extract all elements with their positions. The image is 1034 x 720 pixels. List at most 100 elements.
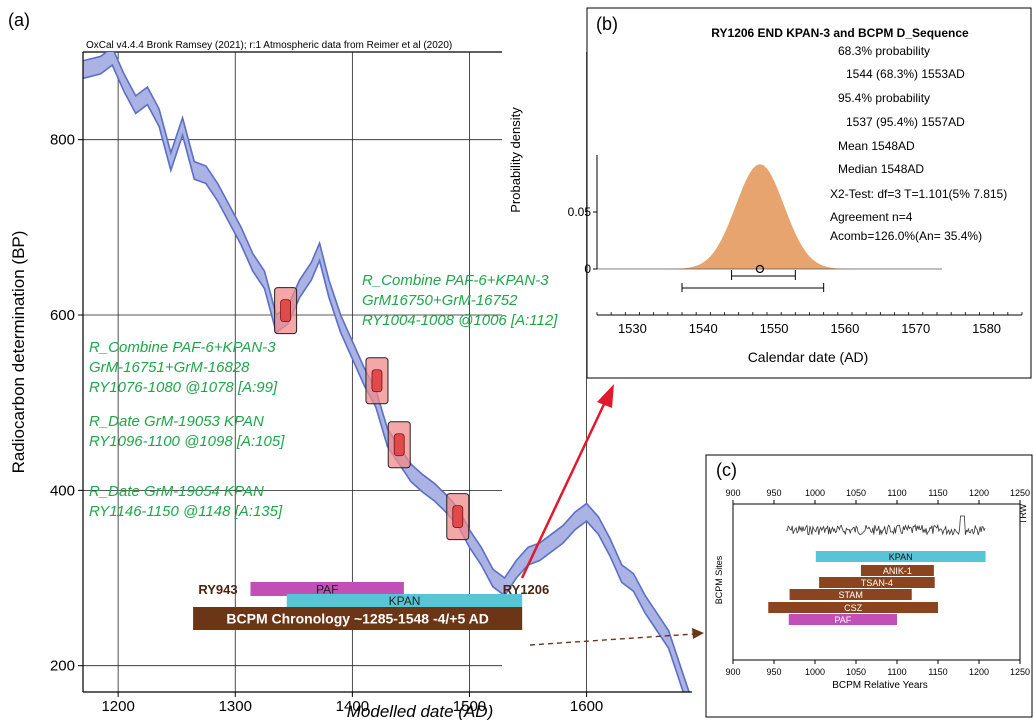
chronology-bar-label: KPAN bbox=[389, 594, 421, 608]
x-tick-label: 1400 bbox=[336, 698, 369, 715]
sample-core bbox=[280, 299, 292, 323]
stats-line: Median 1548AD bbox=[838, 162, 924, 176]
annotation-1: R_Combine PAF-6+KPAN-3 GrM16750+GrM-1675… bbox=[362, 272, 558, 329]
stats-line: Acomb=126.0%(An= 35.4%) bbox=[830, 229, 982, 243]
panel-c: (c) 900 900 950 950 1000 1000 1050 1050 1100 1100… bbox=[705, 454, 1033, 718]
y-tick-label: 800 bbox=[50, 132, 75, 149]
b-x-tick-label: 1580 bbox=[972, 321, 1001, 336]
c-bottom-tick-label: 1250 bbox=[1010, 667, 1030, 677]
stats-line: X2-Test: df=3 T=1.101(5% 7.815) bbox=[830, 187, 1007, 201]
sample-marker bbox=[446, 493, 470, 541]
probability-distribution bbox=[632, 164, 916, 269]
bar-end-label-left: RY943 bbox=[198, 582, 237, 597]
c-bottom-tick-label: 950 bbox=[766, 667, 781, 677]
site-bar-label: STAM bbox=[838, 590, 862, 600]
panel-a-samples bbox=[274, 287, 470, 541]
site-bar bbox=[815, 551, 986, 562]
annotation-line: RY1076-1080 @1078 [A:99] bbox=[89, 379, 278, 396]
annotation-line: RY1004-1008 @1006 [A:112] bbox=[362, 312, 558, 329]
site-bar-label: KPAN bbox=[889, 552, 913, 562]
annotation-line: GrM16750+GrM-16752 bbox=[362, 292, 518, 309]
chronology-bar bbox=[286, 594, 523, 607]
c-top-tick-label: 1250 bbox=[1010, 488, 1030, 498]
stats-line: Agreement n=4 bbox=[830, 210, 913, 224]
panel-a-header: OxCal v4.4.4 Bronk Ramsey (2021); r:1 At… bbox=[86, 40, 452, 51]
panel-a: (a) OxCal v4.4.4 Bronk Ramsey (2021); r:… bbox=[8, 10, 704, 720]
panel-c-y-axis-label: BCPM Sites bbox=[714, 555, 724, 604]
b-x-tick-label: 1540 bbox=[689, 321, 718, 336]
panel-c-label: (c) bbox=[716, 460, 737, 480]
c-bottom-tick-label: 1200 bbox=[969, 667, 989, 677]
sample-marker bbox=[387, 421, 411, 469]
trw-series bbox=[786, 515, 986, 536]
site-bar bbox=[789, 589, 912, 600]
panel-b-title: RY1206 END KPAN-3 and BCPM D_Sequence bbox=[711, 26, 969, 40]
x-tick-label: 1200 bbox=[101, 698, 134, 715]
red-arrow-shaft bbox=[520, 399, 608, 579]
c-top-tick-label: 950 bbox=[766, 488, 781, 498]
c-bottom-tick-label: 1100 bbox=[887, 667, 906, 677]
b-x-tick-label: 1550 bbox=[760, 321, 789, 336]
c-top-tick-label: 1050 bbox=[846, 488, 866, 498]
annotation-line: R_Combine PAF-6+KPAN-3 bbox=[89, 339, 276, 356]
panel-a-x-ticks: 1200 1300 1400 1500 1600 bbox=[101, 692, 603, 715]
panel-b-y-axis-label: Probability density bbox=[508, 107, 523, 213]
y-tick-label: 200 bbox=[50, 658, 75, 675]
c-bottom-tick-label: 1050 bbox=[846, 667, 866, 677]
c-plot-frame bbox=[732, 503, 1021, 661]
stats-line: 1544 (68.3%) 1553AD bbox=[846, 67, 965, 81]
panel-b-stats: 68.3% probability 1544 (68.3%) 1553AD 95.4… bbox=[830, 44, 1007, 243]
x-tick-label: 1500 bbox=[453, 698, 486, 715]
site-bar-label: ANIK-1 bbox=[883, 566, 912, 576]
sample-core bbox=[371, 369, 383, 393]
chronology-bar-label: BCPM Chronology ~1285-1548 -4/+5 AD bbox=[226, 611, 488, 627]
stats-line: 68.3% probability bbox=[838, 44, 930, 58]
b-y-tick-label: 0 bbox=[584, 262, 591, 276]
annotation-line: R_Date GrM-19053 KPAN bbox=[89, 413, 264, 430]
c-top-tick-label: 900 bbox=[725, 488, 740, 498]
annotation-line: R_Date GrM-19054 KPAN bbox=[89, 483, 264, 500]
b-x-tick-label: 1530 bbox=[618, 321, 647, 336]
annotation-4: R_Date GrM-19054 KPAN RY1146-1150 @1148 … bbox=[89, 483, 283, 520]
annotation-3: R_Date GrM-19053 KPAN RY1096-1100 @1098 … bbox=[89, 413, 285, 450]
red-arrow-head bbox=[597, 384, 614, 408]
panel-c-trw-label: TRW bbox=[1018, 503, 1028, 524]
b-x-tick-label: 1560 bbox=[830, 321, 859, 336]
calibration-upper-line bbox=[83, 52, 690, 692]
site-bar bbox=[860, 565, 934, 576]
panel-a-y-ticks: 200 400 600 800 bbox=[50, 132, 83, 675]
panel-c-plot: 900 900 950 950 1000 1000 1050 1050 1100 1100 1150… bbox=[725, 488, 1030, 677]
panel-b-x-axis-label: Calendar date (AD) bbox=[748, 349, 869, 365]
chronology-bar bbox=[250, 582, 404, 596]
calibration-curve bbox=[83, 52, 690, 692]
mean-marker bbox=[755, 264, 765, 274]
site-bar bbox=[819, 577, 935, 588]
sample-core bbox=[393, 433, 405, 457]
x-tick-label: 1600 bbox=[570, 698, 603, 715]
chronology-bar-label: PAF bbox=[316, 582, 338, 596]
annotation-line: RY1146-1150 @1148 [A:135] bbox=[89, 503, 283, 520]
y-tick-label: 600 bbox=[50, 307, 75, 324]
c-bottom-tick-label: 1000 bbox=[805, 667, 825, 677]
calibration-lower-line bbox=[83, 63, 685, 692]
panel-a-y-axis-label: Radiocarbon determination (BP) bbox=[9, 231, 28, 474]
annotation-2: R_Combine PAF-6+KPAN-3 GrM-16751+GrM-168… bbox=[89, 339, 278, 396]
annotation-line: RY1096-1100 @1098 [A:105] bbox=[89, 433, 285, 450]
x-tick-label: 1300 bbox=[219, 698, 252, 715]
panel-b-frame bbox=[586, 7, 1032, 379]
panel-c-x-axis-label: BCPM Relative Years bbox=[832, 680, 928, 691]
chronology-bars: PAF KPAN BCPM Chronology ~1285-1548 -4/+5 … bbox=[193, 582, 523, 630]
c-top-tick-label: 1000 bbox=[805, 488, 825, 498]
c-top-tick-label: 1200 bbox=[969, 488, 989, 498]
site-bar-label: CSZ bbox=[844, 603, 863, 613]
stats-line: 95.4% probability bbox=[838, 91, 930, 105]
annotation-line: R_Combine PAF-6+KPAN-3 bbox=[362, 272, 549, 289]
site-bar bbox=[788, 614, 897, 625]
y-tick-label: 400 bbox=[50, 482, 75, 499]
site-bar-label: PAF bbox=[834, 615, 851, 625]
bar-end-label-right: RY1206 bbox=[503, 582, 550, 597]
b-y-tick-label: 0.05 bbox=[568, 205, 592, 219]
c-bottom-tick-label: 1150 bbox=[928, 667, 947, 677]
site-bar-label: TSAN-4 bbox=[861, 578, 893, 588]
